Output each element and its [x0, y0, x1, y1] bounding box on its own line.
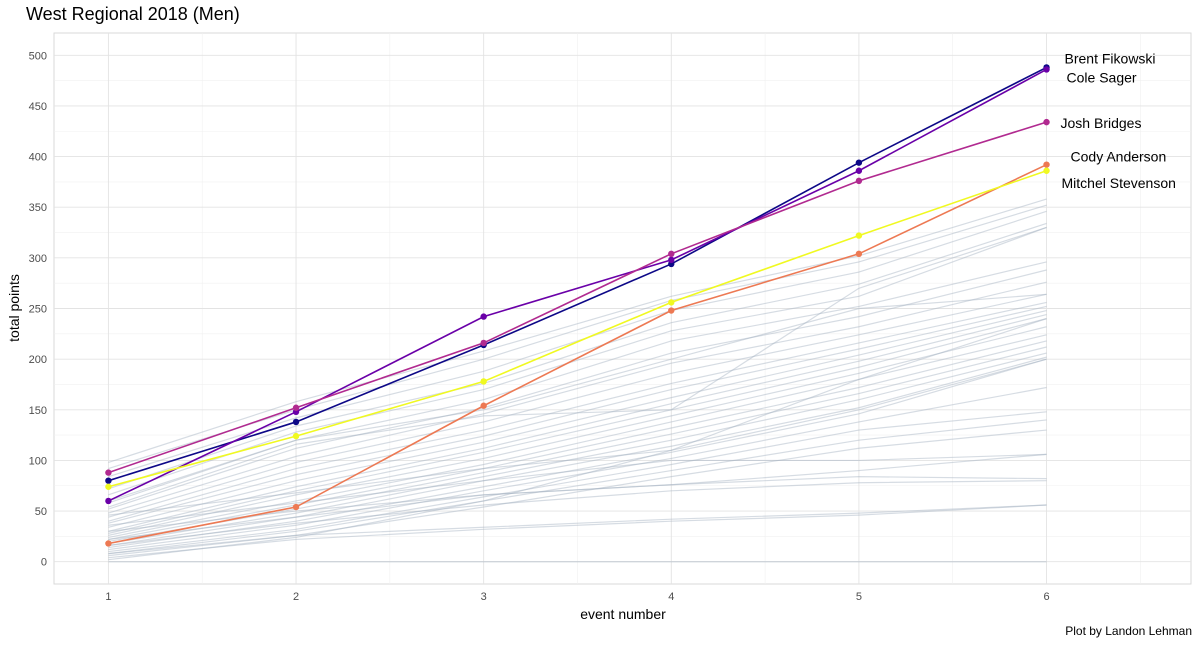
background-series-line — [108, 222, 1047, 490]
y-tick-label: 300 — [29, 253, 47, 265]
background-series-line — [108, 480, 1047, 547]
x-tick-label: 2 — [293, 591, 299, 603]
background-series-line — [108, 419, 1047, 555]
series-point — [668, 250, 675, 258]
series-point — [292, 404, 300, 411]
y-tick-label: 100 — [29, 455, 47, 467]
x-axis-ticks: 1 2 3 4 5 6 — [105, 591, 1049, 603]
series-end-label: Mitchel Stevenson — [1062, 175, 1176, 191]
series-point — [1043, 167, 1050, 174]
y-tick-label: 0 — [41, 557, 47, 569]
background-series — [108, 198, 1047, 563]
series-end-label: Cody Anderson — [1071, 149, 1167, 165]
series-point — [1043, 118, 1050, 126]
series-point — [292, 503, 300, 511]
y-tick-label: 150 — [29, 405, 47, 417]
y-tick-label: 50 — [35, 506, 47, 518]
series-point — [480, 378, 487, 385]
series-end-label: Josh Bridges — [1061, 115, 1142, 131]
background-series-line — [108, 293, 1047, 518]
x-tick-label: 6 — [1043, 591, 1049, 603]
x-tick-label: 5 — [856, 591, 862, 603]
background-series-line — [108, 346, 1047, 543]
series-point — [668, 256, 675, 264]
background-series-line — [108, 453, 1047, 532]
background-series-line — [108, 309, 1047, 528]
background-series-line — [108, 504, 1047, 555]
background-series-line — [108, 313, 1047, 532]
series-point — [105, 469, 112, 476]
series-point — [855, 250, 863, 258]
background-series-line — [108, 301, 1047, 522]
background-series-line — [108, 318, 1047, 561]
background-series-line — [108, 261, 1047, 504]
background-series-line — [108, 198, 1047, 464]
grid — [54, 33, 1191, 584]
series-point — [668, 307, 675, 314]
y-tick-label: 350 — [29, 202, 47, 214]
background-series-line — [108, 269, 1047, 510]
background-series-line — [108, 453, 1047, 526]
x-tick-label: 4 — [668, 591, 674, 603]
background-series-line — [108, 226, 1047, 496]
series-point — [105, 483, 112, 490]
series-line — [108, 68, 1047, 502]
background-series-line — [108, 504, 1047, 559]
y-tick-label: 400 — [29, 152, 47, 164]
background-series-line — [108, 411, 1047, 553]
background-series-line — [108, 226, 1047, 508]
series-point — [668, 299, 675, 306]
series-end-labels: Brent Fikowski Cole Sager Josh Bridges Cody… — [1061, 50, 1176, 190]
series-line — [108, 169, 1047, 488]
y-axis-ticks: 0 50 100 150 200 250 300 350 400 450 500 — [29, 50, 47, 568]
x-tick-label: 3 — [481, 591, 487, 603]
background-series-line — [108, 476, 1047, 541]
series-point — [292, 418, 300, 426]
background-series-line — [108, 281, 1047, 514]
y-tick-label: 500 — [29, 50, 47, 62]
background-series-line — [108, 386, 1047, 551]
series-point — [855, 167, 863, 174]
series-point — [105, 497, 112, 505]
series-point — [105, 477, 112, 484]
background-series-line — [108, 356, 1047, 547]
series-point — [855, 177, 863, 185]
background-series-line — [108, 358, 1047, 516]
background-series-line — [108, 210, 1047, 478]
series-point — [105, 540, 112, 547]
series-point — [480, 402, 487, 409]
background-series-line — [108, 429, 1047, 557]
x-tick-label: 1 — [105, 591, 111, 603]
x-axis-title: event number — [580, 606, 666, 622]
y-axis-title: total points — [6, 274, 22, 342]
series-point — [855, 232, 863, 239]
background-series-line — [108, 293, 1047, 502]
background-series-line — [108, 340, 1047, 541]
series-line — [108, 163, 1047, 545]
background-series-line — [108, 334, 1047, 538]
chart-title: West Regional 2018 (Men) — [26, 4, 240, 24]
series-end-label: Brent Fikowski — [1065, 50, 1156, 66]
background-series-line — [108, 358, 1047, 549]
series-end-label: Cole Sager — [1067, 69, 1137, 85]
y-tick-label: 250 — [29, 304, 47, 316]
series-line — [108, 121, 1047, 474]
y-tick-label: 200 — [29, 354, 47, 366]
highlighted-series — [105, 64, 1050, 547]
series-point — [480, 313, 487, 320]
series-point — [480, 339, 487, 347]
background-series-line — [108, 305, 1047, 524]
series-point — [1043, 161, 1050, 168]
background-series-line — [108, 352, 1047, 545]
y-tick-label: 450 — [29, 101, 47, 113]
series-line — [108, 66, 1047, 482]
series-point — [292, 432, 300, 440]
series-point — [1043, 66, 1050, 73]
background-series-line — [108, 326, 1047, 536]
background-series-line — [108, 318, 1047, 534]
series-point — [855, 159, 863, 166]
plot-caption: Plot by Landon Lehman — [1065, 624, 1192, 638]
background-series-line — [108, 204, 1047, 470]
